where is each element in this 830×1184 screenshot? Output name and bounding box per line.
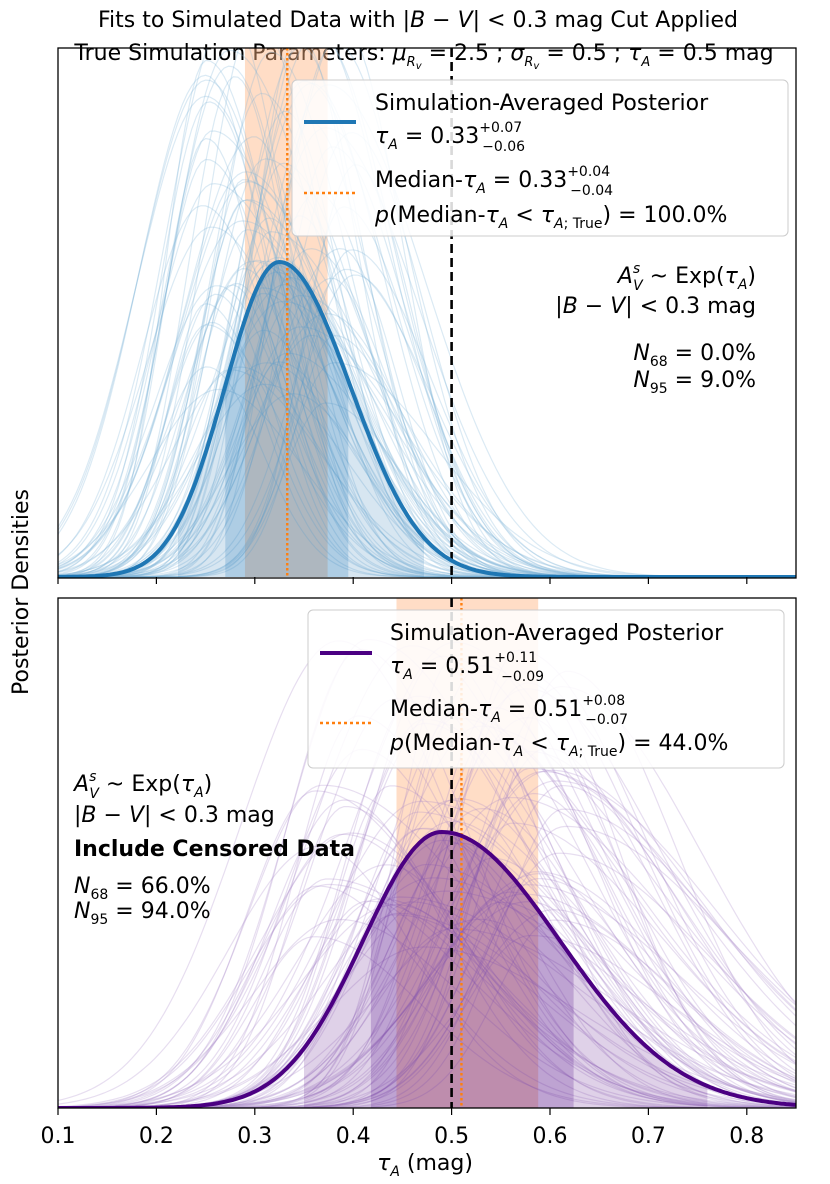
bottom-legend-median-label: Median-τA = 0.51+0.08 −0.07 [390,693,628,728]
bottom-legend-prob-label: p(Median-τA < τA; True) = 44.0% [389,731,728,760]
bottom-avg-posterior-line [58,829,796,1108]
bottom-sim-posterior [58,784,796,1108]
bottom-sim-posterior [58,901,796,1108]
bottom-sim-posterior [58,715,796,1108]
bottom-sim-posterior [58,918,796,1108]
top-ticks [57,577,748,584]
bottom-sim-posterior [58,871,796,1108]
bottom-sim-posterior [58,833,796,1108]
bottom-annot-prior: As V ~ Exp(τA) [72,769,212,802]
bottom-sim-posterior [58,885,796,1108]
x-tick-label: 0.7 [631,1124,666,1149]
bottom-sim-posterior [58,919,796,1108]
bottom-sim-posterior [58,822,796,1108]
top-legend-median-label: Median-τA = 0.33+0.04 −0.04 [375,164,613,199]
bottom-sim-posterior [58,748,796,1108]
bottom-sim-posterior [58,825,796,1108]
top-annot-cut: |B − V| < 0.3 mag [555,294,756,319]
x-tick-label: 0.5 [434,1124,469,1149]
bottom-annot-n95: N95 = 94.0% [74,899,211,928]
bottom-sim-posterior [58,790,796,1108]
top-annot-prior: As V ~ Exp(τA) [616,261,756,294]
bottom-sim-posterior [58,670,796,1108]
top-panel: Simulation-Averaged Posterior τA = 0.33+… [57,47,797,584]
bottom-sim-posterior [58,750,796,1108]
bottom-sim-posterior [58,738,796,1108]
bottom-sim-posterior [58,832,796,1108]
x-axis-label: τA (mag) [377,1151,473,1180]
bottom-sim-posterior [58,898,796,1108]
bottom-annot-n68: N68 = 66.0% [74,874,211,903]
bottom-avg-95-fill [304,832,708,1108]
bottom-sim-posterior [58,685,796,1108]
bottom-legend: Simulation-Averaged Posterior τA = 0.51+… [307,609,785,769]
top-axes-frame [57,47,797,579]
bottom-ticks: 0.1 0.2 0.3 0.4 0.5 0.6 0.7 0.8 [41,1108,764,1149]
bottom-sim-posterior [58,808,796,1108]
x-tick-label: 0.1 [41,1124,76,1149]
bottom-sim-posterior [58,649,796,1108]
bottom-sim-posterior [58,747,796,1108]
title-line-2: True Simulation Parameters: μRv = 2.5 ; … [73,41,773,72]
bottom-axes-frame [57,597,797,1109]
bottom-sim-posterior [58,806,796,1108]
bottom-sim-posterior [58,800,796,1108]
bottom-sim-posterior [58,792,796,1108]
bottom-sim-posterior [58,706,796,1108]
bottom-avg-68-fill [370,832,574,1108]
bottom-annot-cut: |B − V| < 0.3 mag [74,803,275,828]
title-line-1: Fits to Simulated Data with |B − V| < 0.… [98,8,738,33]
bottom-sim-posterior [58,852,796,1108]
bottom-sim-posterior [58,883,796,1108]
bottom-sim-posterior [58,799,796,1108]
top-legend: Simulation-Averaged Posterior τA = 0.33+… [291,79,789,237]
y-axis-label: Posterior Densities [9,489,34,695]
top-legend-avg-value: τA = 0.33+0.07 −0.06 [375,120,525,155]
bottom-sim-posterior [58,877,796,1108]
bottom-sim-posterior [58,909,796,1108]
bottom-legend-avg-label: Simulation-Averaged Posterior [390,621,724,646]
bottom-sim-posterior [58,935,796,1108]
bottom-sim-posterior [58,877,796,1108]
top-annot-n68: N68 = 0.0% [633,341,756,370]
bottom-avg-posterior-fill [304,832,708,1108]
x-tick-label: 0.4 [336,1124,371,1149]
top-avg-posterior-line [58,259,796,578]
top-legend-prob-label: p(Median-τA < τA; True) = 100.0% [374,203,727,232]
bottom-sim-posterior [58,878,796,1108]
top-legend-avg-label: Simulation-Averaged Posterior [375,91,709,116]
bottom-panel: 0.1 0.2 0.3 0.4 0.5 0.6 0.7 0.8 Simulation-Aver… [41,597,797,1149]
bottom-sim-posterior [58,785,796,1108]
x-tick-label: 0.8 [729,1124,764,1149]
x-tick-label: 0.3 [237,1124,272,1149]
x-tick-label: 0.2 [139,1124,174,1149]
x-tick-label: 0.6 [533,1124,568,1149]
bottom-sim-posterior [58,671,796,1108]
top-annot-n95: N95 = 9.0% [633,368,756,397]
bottom-sim-posterior [58,864,796,1108]
bottom-legend-avg-value: τA = 0.51+0.11 −0.09 [390,650,544,685]
bottom-sim-posterior [58,890,796,1108]
bottom-sim-posterior [58,767,796,1108]
bottom-annot-censored: Include Censored Data [74,837,355,862]
bottom-sim-posterior [58,857,796,1108]
bottom-sim-posterior [58,904,796,1108]
